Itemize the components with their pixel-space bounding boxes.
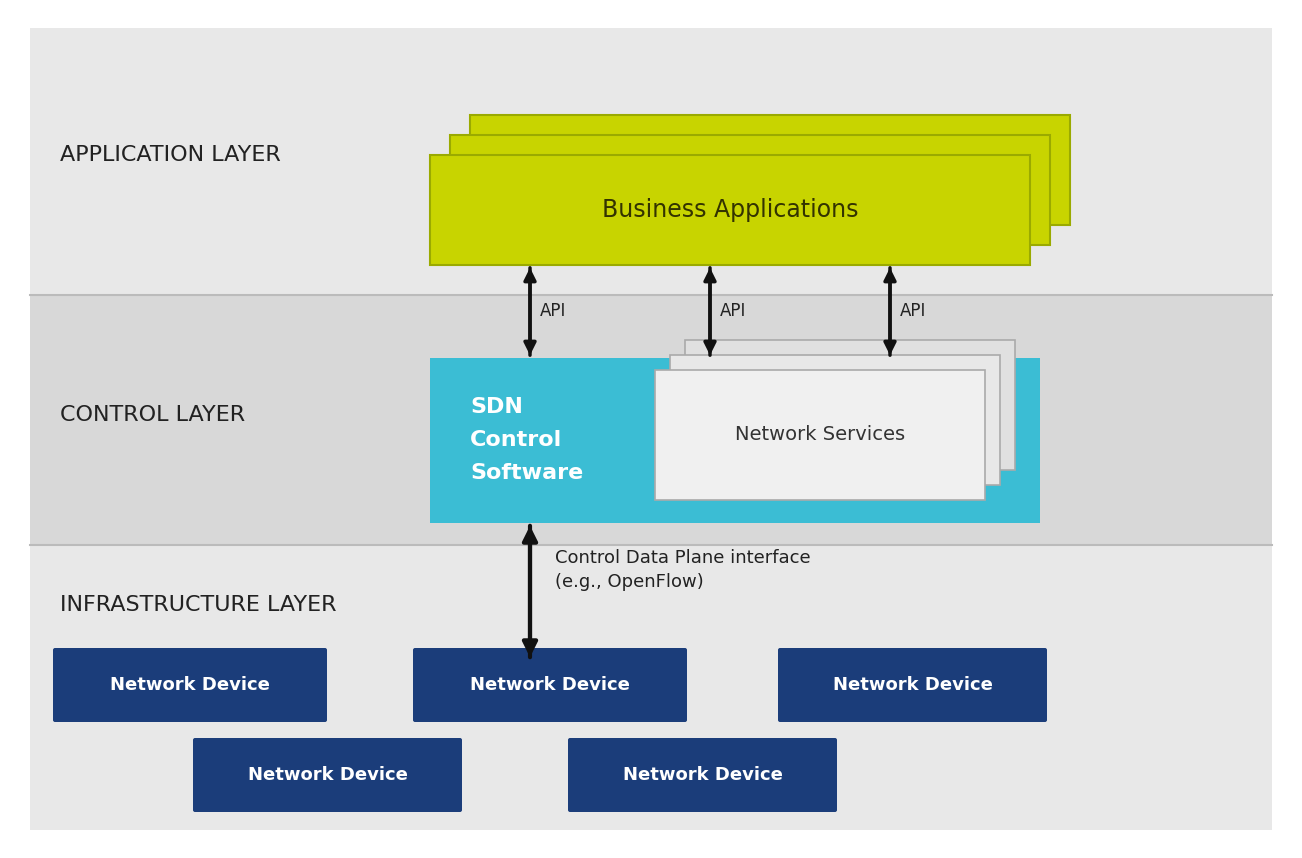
Bar: [30, 28, 1272, 295]
FancyBboxPatch shape: [53, 648, 327, 722]
Text: Network Device: Network Device: [111, 676, 270, 694]
Text: APPLICATION LAYER: APPLICATION LAYER: [60, 145, 281, 165]
Text: Control Data Plane interface
(e.g., OpenFlow): Control Data Plane interface (e.g., Open…: [555, 549, 811, 591]
Bar: [430, 358, 1040, 523]
FancyBboxPatch shape: [193, 738, 462, 812]
Bar: [430, 155, 1030, 265]
FancyBboxPatch shape: [413, 648, 687, 722]
Bar: [30, 295, 1272, 545]
Text: API: API: [540, 303, 566, 321]
Text: Network Device: Network Device: [470, 676, 630, 694]
Text: Business Applications: Business Applications: [602, 198, 858, 222]
FancyBboxPatch shape: [568, 738, 837, 812]
Bar: [30, 545, 1272, 830]
Bar: [655, 370, 986, 500]
Bar: [450, 135, 1049, 245]
Text: INFRASTRUCTURE LAYER: INFRASTRUCTURE LAYER: [60, 595, 336, 615]
Bar: [685, 340, 1016, 470]
Text: CONTROL LAYER: CONTROL LAYER: [60, 405, 245, 425]
Text: Network Services: Network Services: [734, 426, 905, 444]
Text: API: API: [900, 303, 927, 321]
Bar: [671, 355, 1000, 485]
Bar: [470, 115, 1070, 225]
FancyBboxPatch shape: [779, 648, 1047, 722]
Text: SDN
Control
Software: SDN Control Software: [470, 397, 583, 483]
Text: Network Device: Network Device: [247, 766, 408, 784]
Text: Network Device: Network Device: [832, 676, 992, 694]
Text: Network Device: Network Device: [622, 766, 783, 784]
Text: API: API: [720, 303, 746, 321]
